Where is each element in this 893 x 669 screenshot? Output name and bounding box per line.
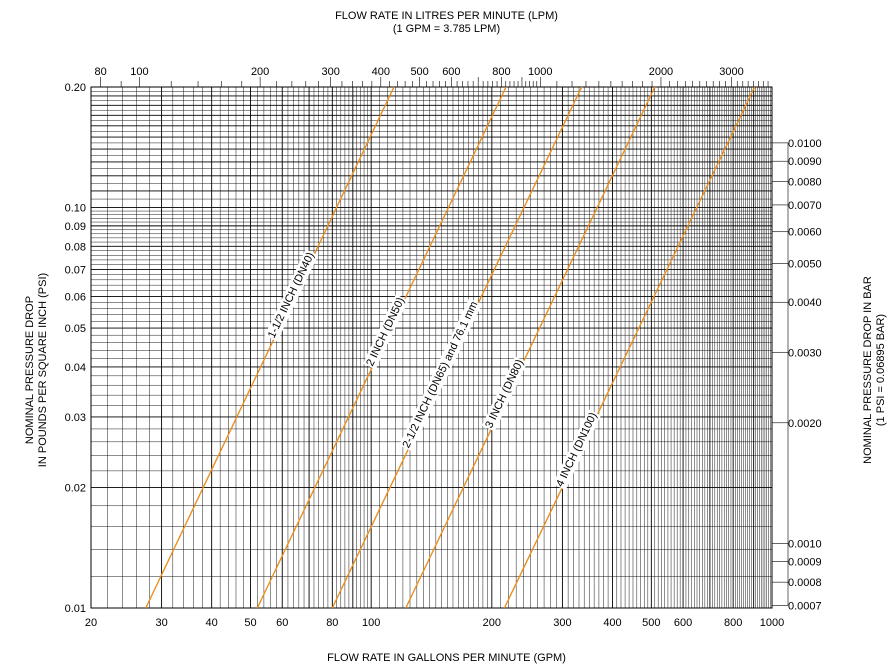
series-label-bg	[362, 294, 409, 370]
right-axis-tick-label: 0.0009	[788, 557, 822, 569]
right-axis-tick-label: 0.0010	[788, 538, 822, 550]
x-tick-label: 200	[483, 617, 501, 629]
x-tick-label: 50	[244, 617, 256, 629]
y-tick-label: 0.04	[65, 362, 86, 374]
top-axis-tick-label: 3000	[719, 66, 743, 78]
right-axis-tick-label: 0.0040	[788, 297, 822, 309]
series-line	[145, 86, 395, 609]
y-tick-label: 0.06	[65, 291, 86, 303]
x-tick-label: 600	[674, 617, 692, 629]
top-axis-title-line-1: FLOW RATE IN LITRES PER MINUTE (LPM)	[335, 10, 558, 22]
right-axis-tick-label: 0.0008	[788, 577, 822, 589]
top-axis-tick-label: 200	[251, 66, 269, 78]
top-axis-tick-label: 80	[94, 66, 106, 78]
y-tick-label: 0.01	[65, 603, 86, 615]
plot-frame	[90, 86, 773, 609]
series-label-bg	[399, 298, 482, 452]
series-label-bg	[552, 409, 602, 491]
right-axis-tick-label: 0.0030	[788, 347, 822, 359]
x-tick-label: 40	[206, 617, 218, 629]
top-axis-tick-label: 500	[410, 66, 428, 78]
right-axis-tick-label: 0.0060	[788, 227, 822, 239]
x-tick-label: 100	[362, 617, 380, 629]
x-tick-label: 20	[85, 617, 97, 629]
x-tick-label: 800	[724, 617, 742, 629]
y-tick-label: 0.02	[65, 482, 86, 494]
right-axis-tick-label: 0.0080	[788, 177, 822, 189]
series-line	[405, 86, 656, 609]
y-tick-label: 0.03	[65, 412, 86, 424]
right-axis-tick-label: 0.0007	[788, 600, 822, 612]
series-label: 3 INCH (DN80)	[483, 358, 526, 430]
x-tick-label: 80	[326, 617, 338, 629]
series-label: 4 INCH (DN100)	[554, 411, 600, 489]
x-tick-label: 300	[553, 617, 571, 629]
y-tick-label: 0.05	[65, 323, 86, 335]
x-axis-title: FLOW RATE IN GALLONS PER MINUTE (GPM)	[327, 652, 566, 664]
series-line	[503, 86, 756, 609]
x-tick-label: 500	[642, 617, 660, 629]
right-axis-tick-label: 0.0100	[788, 138, 822, 150]
series-label-bg	[481, 356, 528, 432]
y-tick-label: 0.07	[65, 265, 86, 277]
top-axis-tick-label: 100	[130, 66, 148, 78]
y-tick-label: 0.20	[65, 82, 86, 94]
top-axis-tick-label: 2000	[649, 66, 673, 78]
top-axis-tick-label: 600	[442, 66, 460, 78]
right-axis-tick-label: 0.0090	[788, 156, 822, 168]
right-axis-tick-label: 0.0020	[788, 418, 822, 430]
top-axis-title: FLOW RATE IN LITRES PER MINUTE (LPM) (1 …	[0, 10, 893, 36]
x-tick-label: 30	[155, 617, 167, 629]
y-tick-label: 0.09	[65, 221, 86, 233]
top-axis-tick-label: 300	[322, 66, 340, 78]
right-axis-tick-label: 0.0050	[788, 258, 822, 270]
top-axis-tick-label: 400	[372, 66, 390, 78]
top-axis-tick-label: 800	[492, 66, 510, 78]
x-tick-label: 60	[276, 617, 288, 629]
x-tick-label: 1000	[760, 617, 784, 629]
right-axis-tick-label: 0.0070	[788, 200, 822, 212]
top-axis-tick-label: 1000	[528, 66, 552, 78]
y-tick-label: 0.10	[65, 203, 86, 215]
series-label-bg	[264, 249, 319, 342]
x-tick-label: 400	[603, 617, 621, 629]
top-axis-title-line-2: (1 GPM = 3.785 LPM)	[392, 23, 501, 35]
y-tick-label: 0.08	[65, 241, 86, 253]
